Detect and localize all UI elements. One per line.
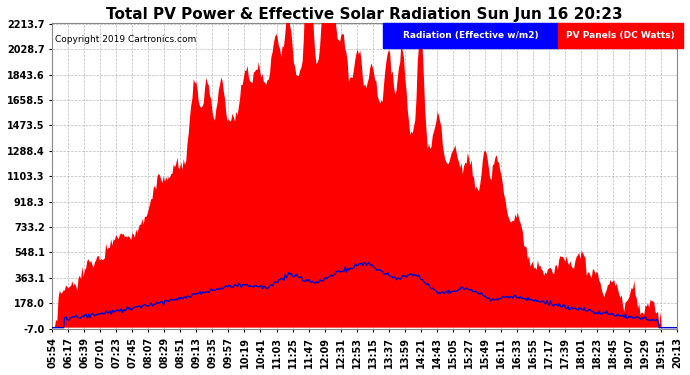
- Text: Radiation (Effective w/m2): Radiation (Effective w/m2): [403, 31, 538, 40]
- Text: Copyright 2019 Cartronics.com: Copyright 2019 Cartronics.com: [55, 35, 197, 44]
- Bar: [384, 23, 558, 48]
- Text: PV Panels (DC Watts): PV Panels (DC Watts): [566, 31, 675, 40]
- Title: Total PV Power & Effective Solar Radiation Sun Jun 16 20:23: Total PV Power & Effective Solar Radiati…: [106, 7, 623, 22]
- Bar: [558, 23, 683, 48]
